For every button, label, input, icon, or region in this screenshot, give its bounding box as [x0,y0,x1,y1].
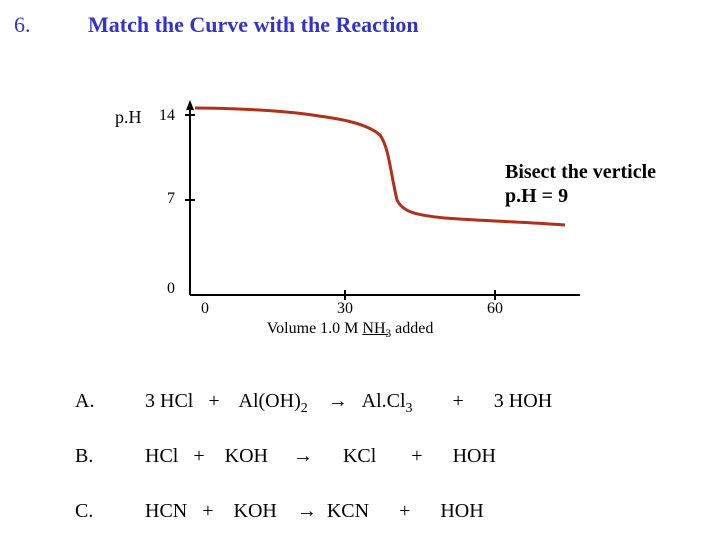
eq-a-sub2: 3 [406,401,413,416]
choice-a-equation: 3 HCl + Al(OH)2 → Al.Cl3 + 3 HOH [145,390,552,417]
titration-curve [195,108,565,225]
x-tick-60: 60 [480,300,510,318]
choice-a-label: A. [75,390,94,413]
y-axis-arrow [186,100,194,110]
y-tick-7: 7 [150,190,175,208]
choice-b-label: B. [75,445,93,468]
x-axis-title: Volume 1.0 M NH3 added [230,320,470,340]
titration-chart [185,100,585,300]
eq-a-sub1: 2 [301,401,308,416]
x-axis-title-suffix: added [391,320,433,337]
x-tick-30: 30 [330,300,360,318]
x-axis-title-prefix: Volume 1.0 M [267,320,363,337]
y-tick-0: 0 [150,280,175,298]
y-axis-label: p.H [115,107,142,128]
eq-a-part1: 3 HCl + Al(OH) [145,390,301,412]
x-tick-0: 0 [190,300,220,318]
page-title: Match the Curve with the Reaction [88,12,419,38]
x-axis-title-species: NH [362,320,385,337]
choice-c-label: C. [75,500,93,523]
choice-b-equation: HCl + KOH → KCl + HOH [145,445,496,468]
choice-c-equation: HCN + KOH → KCN + HOH [145,500,484,523]
eq-a-part3: + 3 HOH [413,390,553,412]
question-number: 6. [14,12,31,38]
eq-a-part2: → Al.Cl [308,390,406,412]
y-tick-14: 14 [150,107,175,125]
